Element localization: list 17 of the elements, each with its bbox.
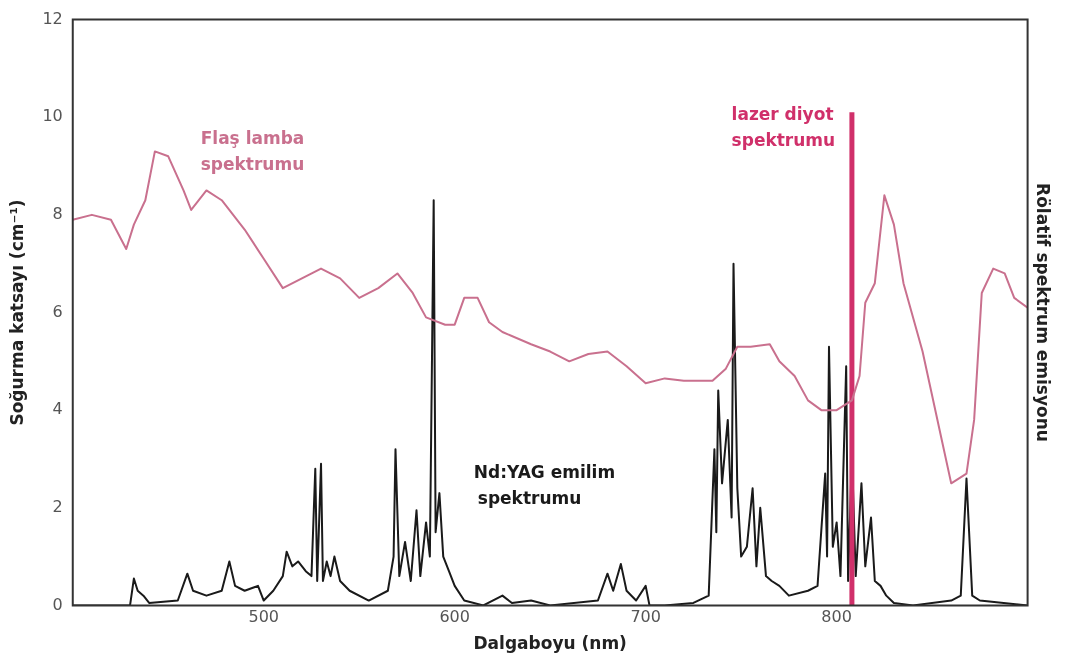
series-label: Nd:YAG emilim spektrumu <box>473 461 616 508</box>
y-tick-label: 12 <box>42 8 63 28</box>
series-label: Flaş lamba spektrumu <box>200 127 305 174</box>
y-tick-label: 4 <box>52 399 63 419</box>
y-tick-label: 6 <box>52 301 63 321</box>
x-axis-title: Dalgaboyu (nm) <box>473 633 627 654</box>
y-tick-label: 10 <box>42 106 63 126</box>
y-tick-label: 8 <box>52 204 63 224</box>
y-tick-label: 0 <box>52 594 63 614</box>
y-axis-title: Soğurma katsayı (cm⁻¹) <box>6 199 27 426</box>
x-tick-label: 500 <box>248 607 279 627</box>
x-tick-label: 700 <box>630 607 661 627</box>
x-tick-label: 600 <box>439 607 470 627</box>
y-tick-label: 2 <box>52 496 63 516</box>
y2-axis-title: Rölatif spektrum emisyonu <box>1033 183 1054 442</box>
series-label: lazer diyot spektrumu <box>731 104 836 151</box>
x-tick-label: 800 <box>821 607 852 627</box>
